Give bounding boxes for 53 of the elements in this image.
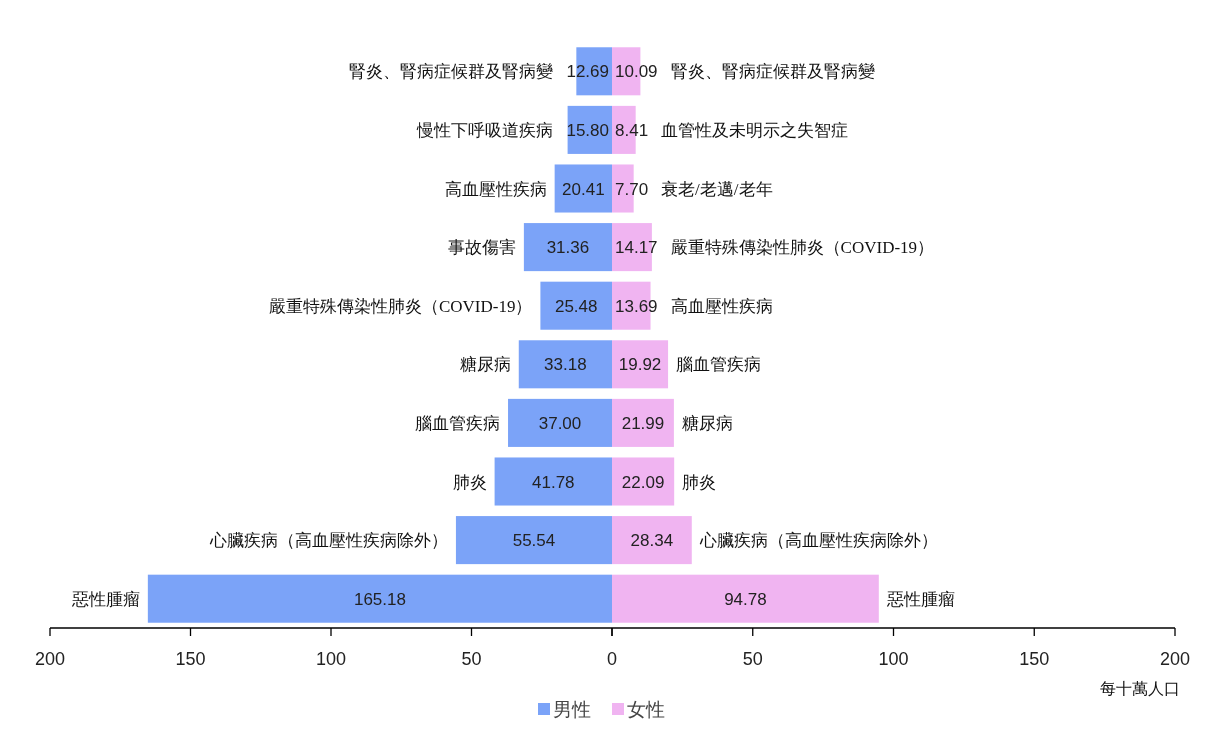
y-tick-label: 腎炎、腎病症候群及腎病變 <box>349 62 554 82</box>
y-tick-label: 高血壓性疾病 <box>444 179 547 199</box>
data-label: 10.09 <box>615 62 658 82</box>
y-tick-label: 心臟疾病（高血壓性疾病除外） <box>208 531 448 551</box>
data-label: 8.41 <box>615 120 649 140</box>
data-label: 7.70 <box>615 179 649 199</box>
y-tick-label: 惡性腫瘤 <box>70 589 140 609</box>
x-tick-label: 200 <box>34 649 66 669</box>
y-tick-label: 糖尿病 <box>681 413 733 433</box>
y-tick-label: 腦血管疾病 <box>415 413 501 433</box>
y-tick-label: 衰老/老邁/老年 <box>661 179 773 199</box>
y-tick-label: 糖尿病 <box>459 355 511 375</box>
x-tick-label: 150 <box>1019 649 1050 669</box>
data-label: 165.18 <box>353 589 406 609</box>
data-label: 15.80 <box>566 120 609 140</box>
data-label: 21.99 <box>621 413 665 433</box>
data-label: 28.34 <box>630 531 674 551</box>
y-tick-label: 肺炎 <box>682 472 717 492</box>
data-label: 20.41 <box>562 179 605 199</box>
y-tick-label: 腦血管疾病 <box>676 355 762 375</box>
x-tick-label: 50 <box>461 649 482 669</box>
data-label: 14.17 <box>615 238 658 258</box>
legend: 男性 <box>538 699 591 720</box>
y-tick-label: 高血壓性疾病 <box>670 296 773 316</box>
x-tick-label: 200 <box>1159 649 1191 669</box>
x-tick-label: 0 <box>606 649 618 669</box>
data-label: 25.48 <box>554 296 598 316</box>
data-label: 22.09 <box>621 472 665 492</box>
data-label: 37.00 <box>538 413 582 433</box>
y-tick-label: 惡性腫瘤 <box>885 589 955 609</box>
x-tick-label: 100 <box>315 649 347 669</box>
y-tick-label: 嚴重特殊傳染性肺炎（COVID-19） <box>670 238 935 258</box>
y-tick-label: 肺炎 <box>452 472 487 492</box>
x-tick-label: 150 <box>175 649 206 669</box>
data-label: 33.18 <box>544 355 587 375</box>
y-tick-label: 嚴重特殊傳染性肺炎（COVID-19） <box>268 296 533 316</box>
data-label: 19.92 <box>618 355 662 375</box>
y-tick-label: 腎炎、腎病症候群及腎病變 <box>670 62 875 82</box>
legend: 女性 <box>612 699 665 720</box>
x-tick-label: 50 <box>742 649 763 669</box>
data-label: 94.78 <box>724 589 767 609</box>
y-tick-label: 事故傷害 <box>447 238 516 258</box>
data-label: 41.78 <box>532 472 575 492</box>
x-axis-title: 每十萬人口 <box>1100 680 1180 697</box>
data-label: 13.69 <box>615 296 658 316</box>
legend-label: 女性 <box>627 699 665 720</box>
data-label: 31.36 <box>546 238 590 258</box>
data-label: 55.54 <box>512 531 556 551</box>
x-tick-label: 100 <box>878 649 909 669</box>
y-tick-label: 血管性及未明示之失智症 <box>661 120 849 140</box>
legend-label: 男性 <box>553 699 591 720</box>
y-tick-label: 慢性下呼吸道疾病 <box>416 120 554 140</box>
y-tick-label: 心臟疾病（高血壓性疾病除外） <box>698 531 938 551</box>
